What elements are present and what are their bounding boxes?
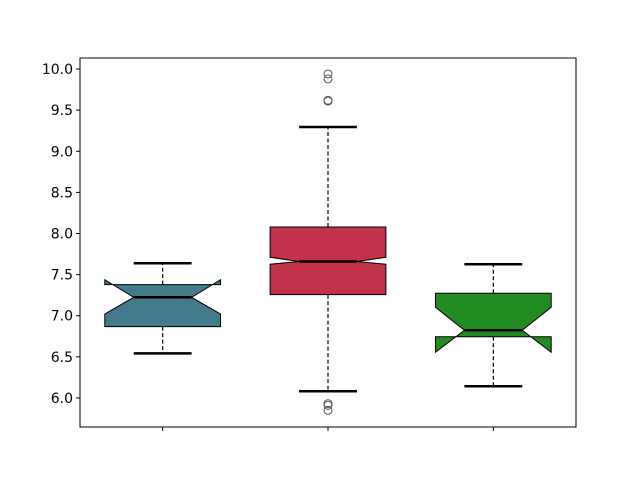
outlier-point [323, 400, 333, 410]
box-body [434, 292, 552, 354]
y-tick-label: 6.0 [51, 391, 73, 407]
box-group-2 [269, 69, 387, 415]
outlier-point [323, 74, 333, 84]
y-tick-label: 7.5 [51, 268, 73, 284]
y-tick-label: 9.5 [51, 103, 73, 119]
box-body [104, 278, 222, 328]
outlier-point [323, 405, 333, 415]
y-tick-label: 6.5 [51, 350, 73, 366]
outlier-point [323, 96, 333, 106]
box-group-1 [104, 262, 222, 355]
outlier-point [323, 69, 333, 79]
y-tick-label: 10.0 [42, 62, 73, 78]
box-group-3 [434, 263, 552, 388]
y-tick-label: 8.5 [51, 185, 73, 201]
y-tick-label: 9.0 [51, 144, 73, 160]
y-tick-label: 8.0 [51, 226, 73, 242]
y-tick-label: 7.0 [51, 309, 73, 325]
